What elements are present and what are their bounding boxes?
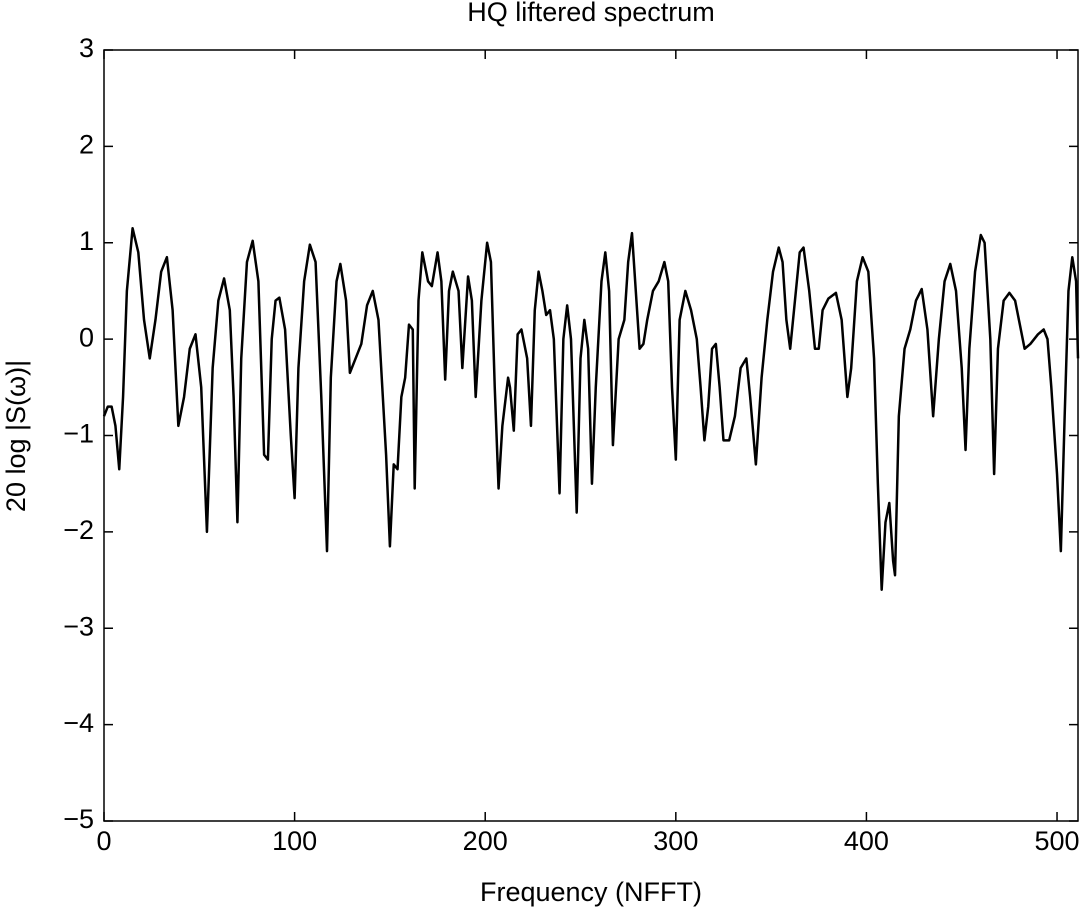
y-tick-label: −5	[63, 804, 94, 834]
x-tick-label: 200	[463, 826, 508, 856]
x-tick-label: 100	[272, 826, 317, 856]
x-tick-label: 500	[1035, 826, 1080, 856]
x-axis-label: Frequency (NFFT)	[480, 877, 702, 907]
y-tick-label: 1	[79, 226, 94, 256]
y-tick-label: 3	[79, 33, 94, 63]
y-tick-label: −1	[63, 419, 94, 449]
y-tick-label: −3	[63, 611, 94, 641]
x-tick-label: 0	[96, 826, 111, 856]
y-tick-label: −2	[63, 515, 94, 545]
chart-title: HQ liftered spectrum	[467, 0, 715, 27]
y-tick-label: 0	[79, 322, 94, 352]
spectrum-line	[102, 227, 1080, 591]
y-axis-label: 20 log |S(ω)|	[1, 360, 31, 512]
x-tick-label: 300	[653, 826, 698, 856]
y-tick-label: −4	[63, 708, 94, 738]
y-tick-label: 2	[79, 130, 94, 160]
x-tick-label: 400	[844, 826, 889, 856]
